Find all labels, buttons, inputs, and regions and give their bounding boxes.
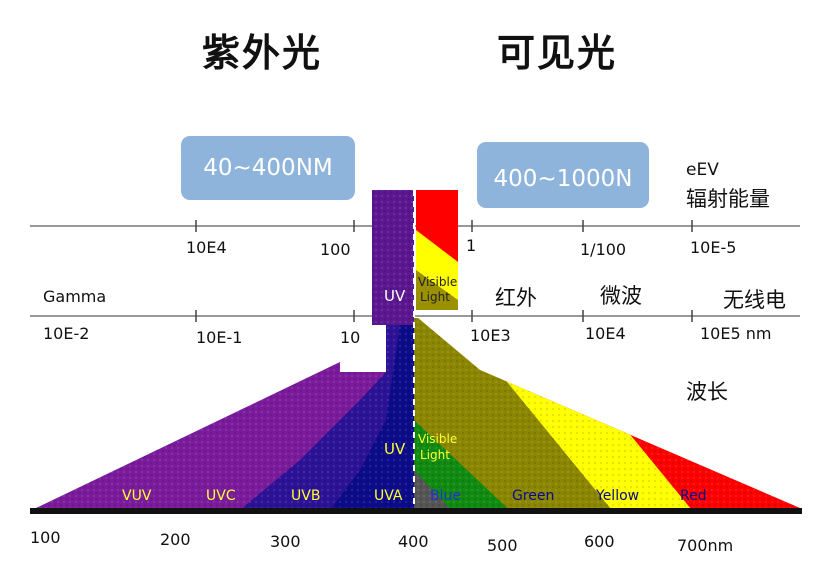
- nm-axis-label: 300: [270, 532, 301, 551]
- energy-unit-name: 辐射能量: [686, 187, 770, 211]
- spectrum-label-blue: Blue: [430, 488, 461, 504]
- spectrum-label-green: Green: [512, 488, 555, 504]
- baseline: [30, 508, 802, 514]
- energy-ticks: [195, 220, 693, 232]
- energy-tick-label: 100: [320, 240, 351, 259]
- wavelength-tick-label: 10: [340, 328, 361, 347]
- band-uv: UV: [384, 287, 406, 305]
- band-microwave: 微波: [600, 284, 642, 308]
- nm-axis-label: 500: [487, 536, 518, 555]
- spectrum-light-label: Light: [420, 448, 450, 462]
- wavelength-tick-label: 10E3: [470, 326, 511, 345]
- nm-axis-label: 100: [30, 528, 61, 547]
- energy-tick-label: 10E4: [186, 238, 227, 257]
- spectrum-visible-label: Visible: [418, 432, 458, 446]
- title-visible: 可见光: [497, 31, 618, 75]
- band-visible: Visible: [418, 275, 458, 289]
- spectrum-label-vuv: VUV: [122, 488, 152, 504]
- spectrum-label-yellow: Yellow: [596, 488, 640, 504]
- uv-range-box: 40~400NM: [181, 136, 355, 200]
- wavelength-ticks: [195, 310, 693, 322]
- spectrum-label-uvb: UVB: [291, 488, 321, 504]
- wavelength-tick-label: 10E5 nm: [700, 324, 772, 343]
- energy-tick-label: 1: [466, 236, 477, 255]
- wavelength-label: 波长: [686, 380, 728, 404]
- spectrum-label-uva: UVA: [374, 488, 403, 504]
- spectrum-label-red: Red: [680, 488, 707, 504]
- wavelength-tick-label: 10E-2: [43, 324, 90, 343]
- title-uv: 紫外光: [202, 31, 323, 75]
- band-gamma: Gamma: [43, 287, 107, 306]
- spectrum-label-uvc: UVC: [206, 488, 236, 504]
- wavelength-tick-label: 10E-1: [196, 328, 243, 347]
- energy-unit-label: eEV: [686, 160, 719, 180]
- nm-axis-label: 700nm: [677, 536, 734, 555]
- energy-tick-label: 1/100: [580, 240, 627, 259]
- nm-axis-label: 400: [398, 532, 429, 551]
- wavelength-tick-label: 10E4: [585, 324, 626, 343]
- nm-axis-label: 200: [160, 530, 191, 549]
- energy-tick-label: 10E-5: [690, 238, 737, 257]
- band-visible-light: Light: [420, 290, 450, 304]
- band-infrared: 红外: [495, 286, 537, 310]
- nm-axis-label: 600: [584, 532, 615, 551]
- spectrum-uv-label: UV: [384, 440, 406, 458]
- visible-range-box: 400~1000N: [477, 142, 649, 208]
- band-radio: 无线电: [723, 288, 786, 312]
